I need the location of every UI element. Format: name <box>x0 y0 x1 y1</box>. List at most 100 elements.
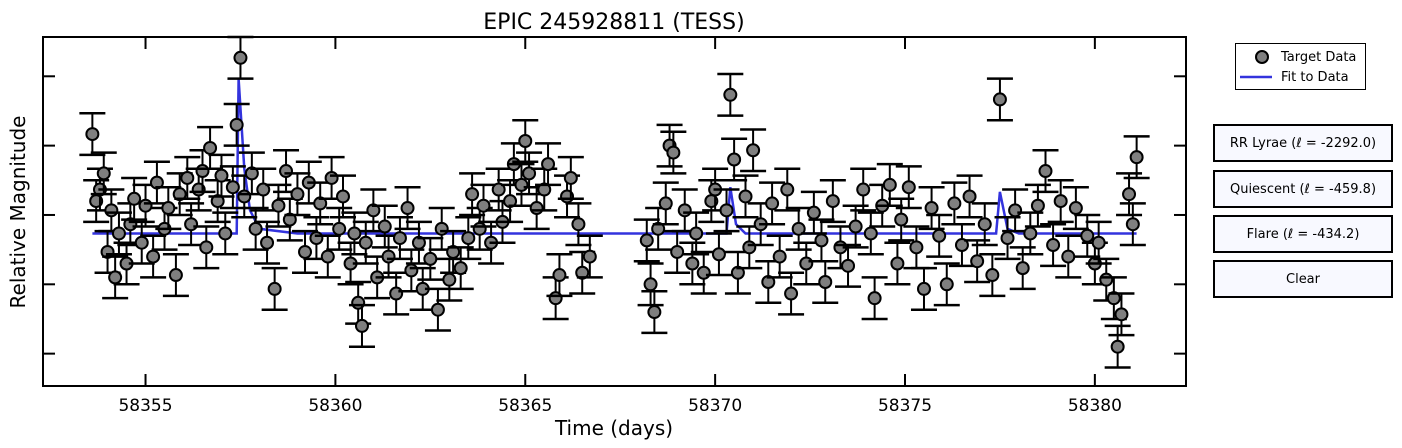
data-point <box>261 266 288 311</box>
data-point <box>971 202 998 247</box>
data-point <box>576 234 603 279</box>
marker <box>149 175 164 190</box>
marker <box>867 291 882 306</box>
data-point <box>679 241 706 286</box>
marker <box>347 226 362 241</box>
rr-lyrae-button[interactable]: RR Lyrae (ℓ = -2292.0) <box>1213 124 1393 162</box>
marker <box>313 196 328 211</box>
marker <box>582 249 597 264</box>
marker <box>244 166 259 181</box>
data-point <box>895 165 922 210</box>
marker <box>146 249 161 264</box>
marker <box>791 221 806 236</box>
data-point <box>884 241 911 286</box>
marker <box>214 168 229 183</box>
marker <box>453 261 468 276</box>
data-point <box>383 271 410 316</box>
marker <box>901 180 916 195</box>
chart-title: EPIC 245928811 (TESS) <box>483 10 744 35</box>
data-point <box>785 206 812 251</box>
line-icon <box>1240 75 1272 79</box>
data-point <box>933 262 960 307</box>
data-point <box>512 118 539 164</box>
marker <box>199 240 214 255</box>
data-point <box>1085 220 1112 265</box>
marker-icon <box>1255 50 1269 64</box>
data-point <box>565 202 592 247</box>
marker <box>108 270 123 285</box>
marker <box>111 226 126 241</box>
clear-button[interactable]: Clear <box>1213 260 1393 298</box>
marker <box>168 268 183 283</box>
x-tick-label: 58370 <box>688 396 742 416</box>
marker <box>237 189 252 204</box>
x-axis-label: Time (days) <box>554 416 673 440</box>
data-point <box>732 174 759 219</box>
data-point <box>535 142 562 187</box>
marker <box>848 219 863 234</box>
fit-line <box>92 78 1137 235</box>
marker <box>503 194 518 209</box>
data-point <box>1123 135 1150 180</box>
data-point <box>778 271 805 316</box>
marker <box>746 143 761 158</box>
x-tick-label: 58375 <box>878 396 932 416</box>
data-point <box>1116 172 1143 217</box>
marker <box>434 221 449 236</box>
marker <box>992 92 1007 107</box>
data-point <box>1040 222 1067 268</box>
data-point <box>835 243 862 288</box>
marker <box>924 201 939 216</box>
marker <box>1061 249 1076 264</box>
marker <box>184 217 199 232</box>
marker <box>529 201 544 216</box>
marker <box>723 87 738 102</box>
data-point <box>143 160 170 205</box>
marker <box>1068 201 1083 216</box>
data-point <box>219 165 246 210</box>
marker <box>738 189 753 204</box>
marker <box>772 249 787 264</box>
data-point <box>329 174 356 219</box>
marker <box>518 134 533 149</box>
marker <box>825 194 840 209</box>
data-point <box>1062 185 1089 231</box>
marker <box>423 251 438 266</box>
marker <box>730 265 745 280</box>
x-tick-label: 58365 <box>498 396 552 416</box>
marker <box>1000 231 1015 246</box>
marker <box>814 233 829 248</box>
data-point <box>79 112 106 157</box>
data-point <box>542 276 569 321</box>
marker <box>332 221 347 236</box>
marker <box>575 265 590 280</box>
data-point <box>1047 179 1074 224</box>
quiescent-button[interactable]: Quiescent (ℓ = -459.8) <box>1213 170 1393 208</box>
data-point <box>242 206 269 251</box>
data-point <box>819 179 846 224</box>
data-point <box>861 276 888 321</box>
data-point <box>314 234 341 279</box>
marker <box>233 50 248 65</box>
marker <box>894 212 909 227</box>
data-point <box>964 239 991 284</box>
marker <box>890 256 905 271</box>
marker <box>806 205 821 220</box>
flare-button[interactable]: Flare (ℓ = -434.2) <box>1213 215 1393 253</box>
data-point <box>155 185 182 231</box>
marker <box>799 256 814 271</box>
marker <box>1080 228 1095 243</box>
data-point <box>459 172 486 217</box>
marker <box>104 203 119 218</box>
data-point <box>979 253 1006 298</box>
data-point <box>1108 292 1135 337</box>
data-point <box>1104 324 1131 369</box>
marker <box>309 231 324 246</box>
marker <box>298 244 313 259</box>
marker <box>267 281 282 296</box>
marker <box>256 182 271 197</box>
marker <box>689 226 704 241</box>
marker <box>134 235 149 250</box>
marker <box>916 281 931 296</box>
data-point <box>557 155 584 201</box>
